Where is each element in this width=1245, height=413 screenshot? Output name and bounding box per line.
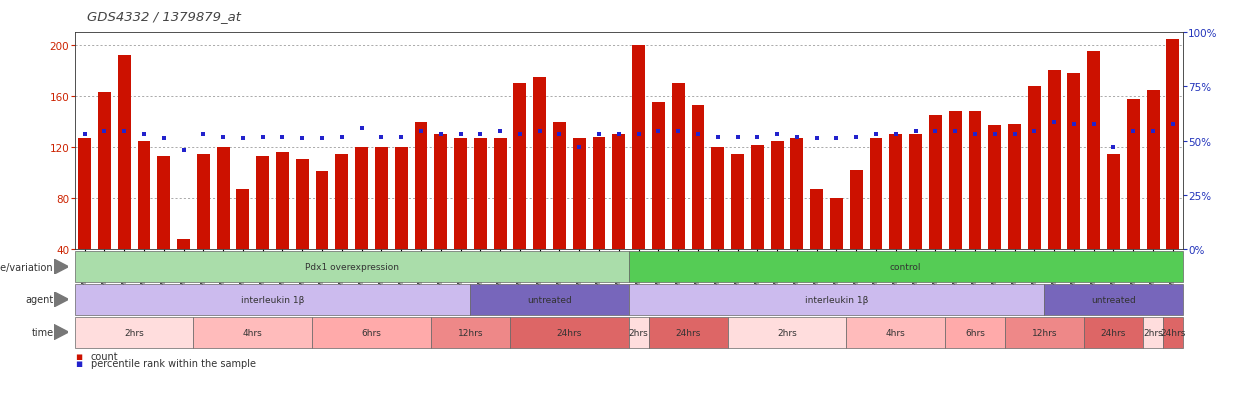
- Bar: [810, 190, 823, 250]
- Bar: [157, 157, 171, 250]
- Text: untreated: untreated: [527, 295, 571, 304]
- Bar: [909, 135, 923, 250]
- Bar: [1167, 39, 1179, 250]
- Bar: [197, 154, 209, 250]
- Bar: [573, 139, 585, 250]
- Text: 24hrs: 24hrs: [557, 328, 583, 337]
- Text: 12hrs: 12hrs: [1032, 328, 1057, 337]
- Text: agent: agent: [25, 294, 54, 305]
- Bar: [711, 148, 725, 250]
- Bar: [375, 148, 388, 250]
- Text: 24hrs: 24hrs: [675, 328, 701, 337]
- Text: ◾: ◾: [75, 358, 82, 368]
- Bar: [533, 78, 547, 250]
- Bar: [969, 112, 981, 250]
- Bar: [553, 122, 566, 250]
- Bar: [1147, 90, 1159, 250]
- Bar: [771, 142, 783, 250]
- Bar: [731, 154, 745, 250]
- Text: 4hrs: 4hrs: [243, 328, 263, 337]
- Bar: [672, 84, 685, 250]
- Bar: [593, 138, 605, 250]
- Text: ◾: ◾: [75, 351, 82, 361]
- Bar: [613, 135, 625, 250]
- Bar: [830, 199, 843, 250]
- Bar: [869, 139, 883, 250]
- Bar: [889, 135, 903, 250]
- Bar: [513, 84, 527, 250]
- Text: time: time: [31, 327, 54, 337]
- Text: Pdx1 overexpression: Pdx1 overexpression: [305, 263, 398, 271]
- Bar: [989, 126, 1001, 250]
- Bar: [949, 112, 961, 250]
- Bar: [652, 103, 665, 250]
- Text: interleukin 1β: interleukin 1β: [240, 295, 304, 304]
- Text: 12hrs: 12hrs: [458, 328, 483, 337]
- Text: count: count: [91, 351, 118, 361]
- Bar: [435, 135, 447, 250]
- Polygon shape: [54, 292, 68, 307]
- Polygon shape: [54, 259, 68, 275]
- Bar: [395, 148, 407, 250]
- Text: 4hrs: 4hrs: [886, 328, 905, 337]
- Bar: [355, 148, 369, 250]
- Text: 2hrs: 2hrs: [629, 328, 649, 337]
- Bar: [1028, 87, 1041, 250]
- Bar: [315, 172, 329, 250]
- Bar: [276, 153, 289, 250]
- Text: GDS4332 / 1379879_at: GDS4332 / 1379879_at: [87, 10, 242, 23]
- Polygon shape: [54, 325, 68, 340]
- Bar: [415, 122, 427, 250]
- Text: 24hrs: 24hrs: [1101, 328, 1127, 337]
- Bar: [1127, 100, 1139, 250]
- Text: genotype/variation: genotype/variation: [0, 262, 54, 272]
- Text: 24hrs: 24hrs: [1160, 328, 1185, 337]
- Bar: [118, 56, 131, 250]
- Bar: [256, 157, 269, 250]
- Text: control: control: [890, 263, 921, 271]
- Bar: [632, 46, 645, 250]
- Bar: [1067, 74, 1081, 250]
- Text: 2hrs: 2hrs: [1143, 328, 1163, 337]
- Bar: [217, 148, 229, 250]
- Bar: [1087, 52, 1101, 250]
- Text: interleukin 1β: interleukin 1β: [804, 295, 868, 304]
- Bar: [691, 106, 705, 250]
- Bar: [1008, 125, 1021, 250]
- Bar: [78, 139, 91, 250]
- Bar: [791, 139, 803, 250]
- Bar: [137, 142, 151, 250]
- Text: 2hrs: 2hrs: [124, 328, 144, 337]
- Bar: [237, 190, 249, 250]
- Bar: [296, 159, 309, 250]
- Bar: [335, 154, 349, 250]
- Text: 2hrs: 2hrs: [777, 328, 797, 337]
- Text: untreated: untreated: [1091, 295, 1135, 304]
- Text: 6hrs: 6hrs: [965, 328, 985, 337]
- Text: 6hrs: 6hrs: [361, 328, 381, 337]
- Bar: [474, 139, 487, 250]
- Bar: [454, 139, 467, 250]
- Bar: [1107, 154, 1120, 250]
- Text: percentile rank within the sample: percentile rank within the sample: [91, 358, 256, 368]
- Bar: [494, 139, 507, 250]
- Bar: [98, 93, 111, 250]
- Bar: [751, 145, 763, 250]
- Bar: [929, 116, 942, 250]
- Bar: [1048, 71, 1061, 250]
- Bar: [177, 240, 190, 250]
- Bar: [850, 171, 863, 250]
